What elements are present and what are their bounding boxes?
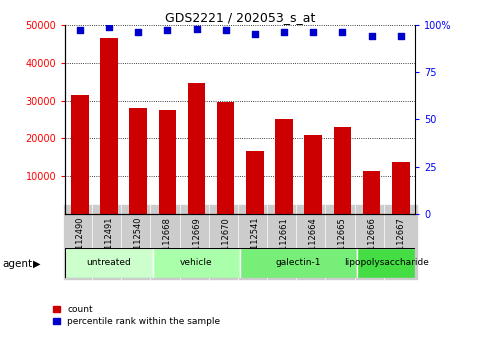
Point [280, 29, 288, 35]
Text: galectin-1: galectin-1 [276, 258, 321, 267]
Bar [217, 102, 234, 214]
Title: GDS2221 / 202053_s_at: GDS2221 / 202053_s_at [165, 11, 315, 24]
Bar [71, 95, 88, 214]
Point [251, 32, 259, 37]
Text: agent: agent [2, 259, 32, 269]
Bar [188, 84, 205, 214]
Bar [357, 248, 415, 278]
Bar [246, 150, 264, 214]
Text: vehicle: vehicle [180, 258, 213, 267]
Legend: count, percentile rank within the sample: count, percentile rank within the sample [53, 306, 220, 326]
Bar [153, 248, 240, 278]
Text: ▶: ▶ [33, 259, 41, 269]
Point [193, 26, 200, 32]
Bar [334, 127, 351, 214]
Bar [158, 110, 176, 214]
Point [222, 28, 229, 33]
Bar [363, 171, 381, 214]
Point [105, 24, 113, 29]
Bar [392, 162, 410, 214]
Bar [100, 38, 118, 214]
Point [134, 29, 142, 35]
Point [310, 29, 317, 35]
Bar [65, 248, 153, 278]
Point [76, 28, 84, 33]
Point [397, 33, 405, 39]
Bar [304, 135, 322, 214]
Point [368, 33, 375, 39]
Text: untreated: untreated [86, 258, 131, 267]
Point [339, 29, 346, 35]
Bar [240, 248, 357, 278]
Point [163, 28, 171, 33]
Bar [275, 119, 293, 214]
Text: lipopolysaccharide: lipopolysaccharide [344, 258, 428, 267]
Bar [129, 108, 147, 214]
